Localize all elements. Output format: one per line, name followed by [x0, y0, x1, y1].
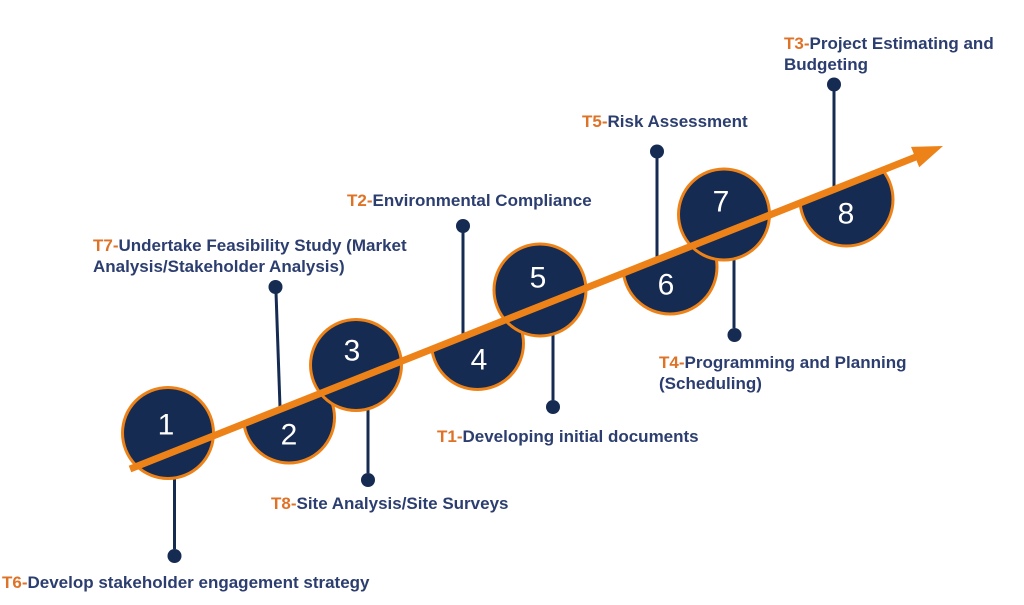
milestone-number-1: 1: [158, 409, 175, 442]
connector-dot-t7: [268, 280, 283, 294]
task-label-t8: T8-Site Analysis/Site Surveys: [271, 493, 508, 514]
task-text-t1-line1: Developing initial documents: [462, 427, 699, 446]
task-label-t5: T5-Risk Assessment: [582, 111, 748, 132]
task-label-t7: T7-Undertake Feasibility Study (Market An…: [93, 235, 407, 277]
task-text-t4-line1: Programming and Planning: [684, 353, 907, 372]
task-prefix-t3: T3-: [784, 34, 810, 53]
task-prefix-t7: T7-: [93, 236, 119, 255]
task-label-t2: T2-Environmental Compliance: [347, 190, 592, 211]
connector-dot-t4: [727, 328, 742, 342]
timeline-arrowhead-icon: [911, 146, 943, 168]
task-prefix-t2: T2-: [347, 191, 373, 210]
task-text-t2-line1: Environmental Compliance: [372, 191, 592, 210]
task-label-t4: T4-Programming and Planning (Scheduling): [659, 352, 906, 394]
milestone-number-5: 5: [530, 262, 547, 295]
connector-dot-t2: [456, 219, 470, 233]
milestone-number-3: 3: [344, 335, 361, 368]
task-label-t1: T1-Developing initial documents: [437, 426, 699, 447]
task-text-t7-line1: Undertake Feasibility Study (Market: [118, 236, 407, 255]
task-text-t6-line1: Develop stakeholder engagement strategy: [27, 573, 370, 592]
task-text-t7-line2: Analysis/Stakeholder Analysis): [93, 257, 345, 276]
task-prefix-t4: T4-: [659, 353, 685, 372]
task-text-t5-line1: Risk Assessment: [607, 112, 748, 131]
task-text-t3-line1: Project Estimating and: [809, 34, 994, 53]
task-prefix-t6: T6-: [2, 573, 28, 592]
connector-dot-t8: [361, 473, 375, 487]
task-text-t3-line2: Budgeting: [784, 55, 869, 74]
milestone-number-7: 7: [713, 186, 730, 219]
task-label-t6: T6-Develop stakeholder engagement strate…: [2, 572, 370, 593]
timeline-arrow-shaft: [128, 153, 919, 473]
milestone-number-8: 8: [838, 198, 855, 231]
task-prefix-t5: T5-: [582, 112, 608, 131]
task-prefix-t8: T8-: [271, 494, 297, 513]
connector-dot-t3: [827, 77, 841, 92]
connector-dot-t6: [167, 549, 182, 563]
connector-t7: [274, 291, 282, 408]
milestone-number-2: 2: [281, 419, 298, 452]
connector-dot-t1: [546, 400, 560, 414]
milestone-number-4: 4: [471, 344, 488, 377]
connector-dot-t5: [650, 144, 664, 159]
task-prefix-t1: T1-: [437, 427, 463, 446]
milestone-number-6: 6: [658, 269, 675, 302]
task-text-t4-line2: (Scheduling): [659, 374, 762, 393]
task-label-t3: T3-Project Estimating and Budgeting: [784, 33, 994, 75]
task-text-t8-line1: Site Analysis/Site Surveys: [296, 494, 509, 513]
